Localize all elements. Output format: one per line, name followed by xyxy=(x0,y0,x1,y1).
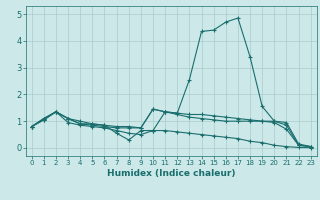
X-axis label: Humidex (Indice chaleur): Humidex (Indice chaleur) xyxy=(107,169,236,178)
